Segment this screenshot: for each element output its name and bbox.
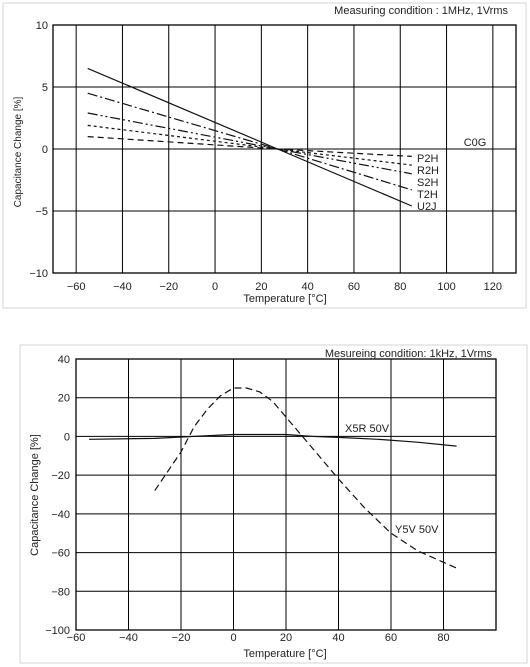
series-line-y5v-50v	[154, 387, 457, 569]
chart-1-condition: Measuring condition : 1MHz, 1Vrms	[334, 5, 508, 17]
x-tick-label: −60	[67, 281, 86, 293]
chart-2-plot-frame	[75, 358, 497, 631]
series-label: X5R 50V	[345, 423, 390, 435]
chart-2-x-axis-label: Temperature [°C]	[243, 648, 326, 660]
series-label: T2H	[417, 189, 438, 201]
x-tick-label: 60	[385, 632, 397, 644]
x-tick-label: 40	[332, 632, 344, 644]
x-tick-label: −20	[172, 632, 191, 644]
chart-2-series-labels: X5R 50V Y5V 50V	[345, 423, 439, 536]
y-tick-label: 10	[36, 20, 48, 32]
x-tick-label: 80	[394, 281, 406, 293]
chart-2-series	[89, 387, 457, 569]
y-tick-label: −100	[45, 625, 70, 637]
x-tick-label: −20	[159, 281, 178, 293]
series-label: S2H	[417, 177, 438, 189]
chart-2-grid	[76, 359, 496, 630]
x-tick-label: 20	[255, 281, 267, 293]
y-tick-label: 0	[64, 431, 70, 443]
y-tick-label: 20	[58, 393, 70, 405]
x-tick-label: 120	[484, 281, 502, 293]
x-tick-label: 40	[302, 281, 314, 293]
series-line-t2h	[87, 92, 412, 191]
x-tick-label: 100	[437, 281, 455, 293]
x-tick-label: −40	[113, 281, 132, 293]
chart-1-plot-frame	[52, 24, 517, 274]
chart-1: −60 −40 −20 0 20 40 60 80 100 120 10 5 0 −5 −10 P2HR2H…	[2, 2, 527, 309]
chart-1-tick-labels: −60 −40 −20 0 20 40 60 80 100 120 10 5 0 −5 −10	[29, 20, 502, 293]
x-tick-label: 60	[348, 281, 360, 293]
y-tick-label: −20	[51, 470, 70, 482]
chart-2-y-axis-label: Capacitance Change [%]	[29, 434, 41, 556]
chart-2-condition: Mesureing condition: 1kHz, 1Vrms	[325, 348, 493, 360]
series-label: U2J	[417, 201, 437, 213]
chart-1-series	[87, 67, 413, 207]
x-tick-label: 0	[212, 281, 218, 293]
chart-1-x-axis-label: Temperature [°C]	[243, 293, 326, 305]
y-tick-label: −5	[35, 206, 48, 218]
x-tick-label: −40	[119, 632, 138, 644]
chart-1-class-label: C0G	[464, 137, 487, 149]
y-tick-label: 40	[58, 354, 70, 366]
series-label: Y5V 50V	[395, 524, 439, 536]
y-tick-label: −60	[51, 548, 70, 560]
x-tick-label: −60	[67, 632, 86, 644]
x-tick-label: 20	[280, 632, 292, 644]
y-tick-label: −80	[51, 586, 70, 598]
series-line-u2j	[87, 67, 413, 207]
series-label: R2H	[417, 165, 439, 177]
chart-2-tick-labels: −60 −40 −20 0 20 40 60 80 40 20 0 −20 −40 −60 −80 −100	[45, 354, 449, 644]
chart-2: −60 −40 −20 0 20 40 60 8040200−20−40−60−80−100 …	[19, 344, 528, 664]
series-line-x5r-50v	[89, 433, 457, 447]
x-tick-label: 0	[230, 632, 236, 644]
chart-1-y-axis-label: Capacitance Change [%]	[13, 96, 24, 207]
y-tick-label: 5	[42, 82, 48, 94]
y-tick-label: 0	[42, 144, 48, 156]
y-tick-label: −40	[51, 509, 70, 521]
x-tick-label: 80	[437, 632, 449, 644]
series-label: P2H	[417, 153, 438, 165]
y-tick-label: −10	[29, 268, 48, 280]
